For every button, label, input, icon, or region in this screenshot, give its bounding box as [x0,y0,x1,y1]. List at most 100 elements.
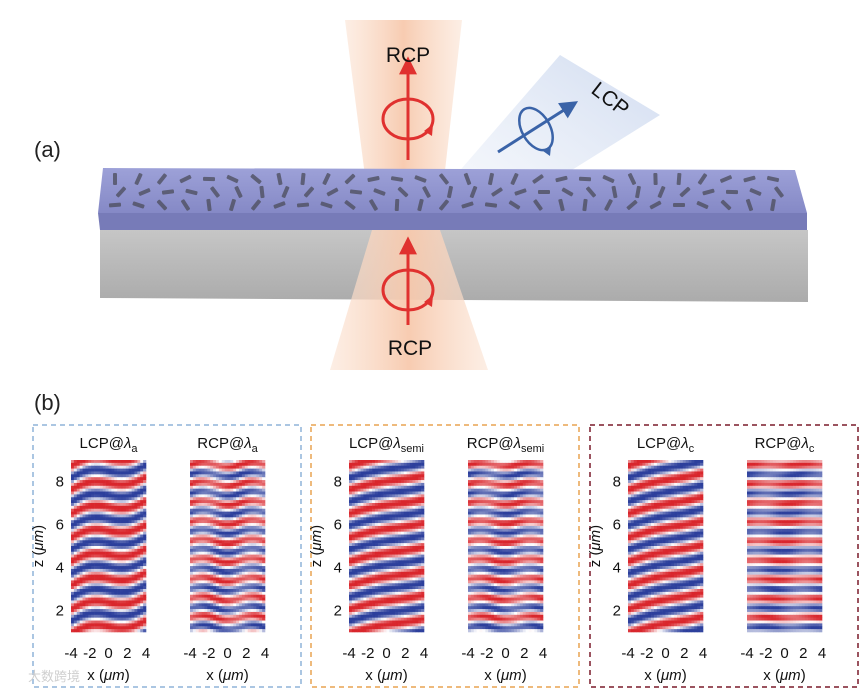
plot-title: RCP@λsemi [467,435,545,455]
lcp-rotation-icon [518,106,554,156]
nano-pillar [422,186,431,198]
nano-pillar [234,186,243,198]
plot-title: LCP@λc [637,435,695,455]
nano-pillar [514,188,527,196]
nano-pillar [749,188,762,196]
x-axis-label: x (μm) [644,667,686,684]
nano-pillar [373,188,386,196]
y-tick-label: 8 [56,474,64,491]
top-rcp-label: RCP [386,44,430,67]
x-tick-label: 2 [123,645,131,662]
x-tick-label: 2 [242,645,250,662]
nano-pillar [702,188,715,196]
nano-pillar [349,189,363,195]
x-tick-label: 2 [401,645,409,662]
x-tick-label: -4 [183,645,196,662]
nano-pillar [281,186,290,198]
nano-pillar [725,189,739,195]
top-beam [345,20,462,215]
y-tick-label: 8 [334,474,342,491]
nano-pillars [108,172,784,212]
y-tick-label: 4 [613,560,621,577]
panel-a: (a) RCP RCP LCP [34,20,808,370]
nano-pillar [320,201,333,209]
panel-b-label: (b) [34,390,61,415]
x-tick-label: 4 [261,645,269,662]
nano-pillar [585,186,597,198]
rcp-field-map [190,460,266,633]
nano-pillar [653,172,658,186]
nano-pillar [296,202,310,208]
nano-pillar [533,199,543,211]
nano-pillar [488,172,494,186]
nano-pillar [138,188,151,196]
nano-pillar [115,186,127,198]
nano-pillar [397,186,409,198]
y-axis-label: z (μm) [30,525,47,567]
x-tick-label: -4 [342,645,355,662]
nano-pillar [679,186,691,198]
nano-pillar [696,201,709,209]
nano-pillar [582,198,588,212]
nano-pillar [720,175,732,183]
nano-pillar [390,176,404,182]
nano-pillar [627,173,637,185]
watermark: 大数跨境 [28,669,80,684]
nano-pillar [251,199,261,211]
y-tick-label: 6 [56,517,64,534]
x-tick-label: 2 [520,645,528,662]
nano-pillar [635,185,641,199]
nano-pillar [229,198,236,212]
x-tick-label: 0 [382,645,390,662]
x-tick-label: 0 [780,645,788,662]
nano-pillar [367,176,380,182]
metasurface-top [98,168,807,213]
plot-title: LCP@λa [80,435,139,455]
nano-pillar [611,185,618,199]
x-axis-label: x (μm) [763,667,805,684]
nano-pillar [484,202,498,208]
x-tick-label: -2 [480,645,493,662]
nano-pillar [676,172,682,186]
x-tick-label: -4 [621,645,634,662]
x-tick-label: 2 [680,645,688,662]
nano-pillar [206,198,212,212]
nano-pillar [134,173,143,185]
nano-pillar [344,173,356,185]
x-tick-label: -2 [640,645,653,662]
nano-pillar [259,185,265,199]
nano-pillar [185,188,198,196]
x-tick-label: 4 [539,645,547,662]
x-tick-label: 0 [104,645,112,662]
x-tick-label: -2 [361,645,374,662]
nano-pillar [532,174,544,184]
nano-pillar [770,198,776,212]
nano-pillar [447,185,453,199]
x-tick-label: -2 [759,645,772,662]
nano-pillar [745,198,754,212]
nano-pillar [326,187,339,197]
nano-pillar [774,186,784,198]
field-plot: RCP@λc -4 -2 0 2 4 x (μm) [740,435,826,684]
nano-pillar [439,199,449,211]
nano-pillar [672,202,686,208]
nano-pillar [537,189,551,195]
plot-title: LCP@λsemi [349,435,424,455]
rcp-field-map [468,460,544,633]
x-tick-label: 0 [661,645,669,662]
lcp-field-map [349,460,425,633]
nano-pillar [491,187,503,197]
nano-pillar [555,175,568,183]
nano-pillar [369,199,378,211]
y-tick-label: 2 [334,603,342,620]
x-tick-label: 4 [818,645,826,662]
x-axis-label: x (μm) [365,667,407,684]
x-tick-label: -2 [202,645,215,662]
nano-pillar [156,199,168,211]
x-axis-label: x (μm) [206,667,248,684]
lcp-arrow [497,101,579,154]
